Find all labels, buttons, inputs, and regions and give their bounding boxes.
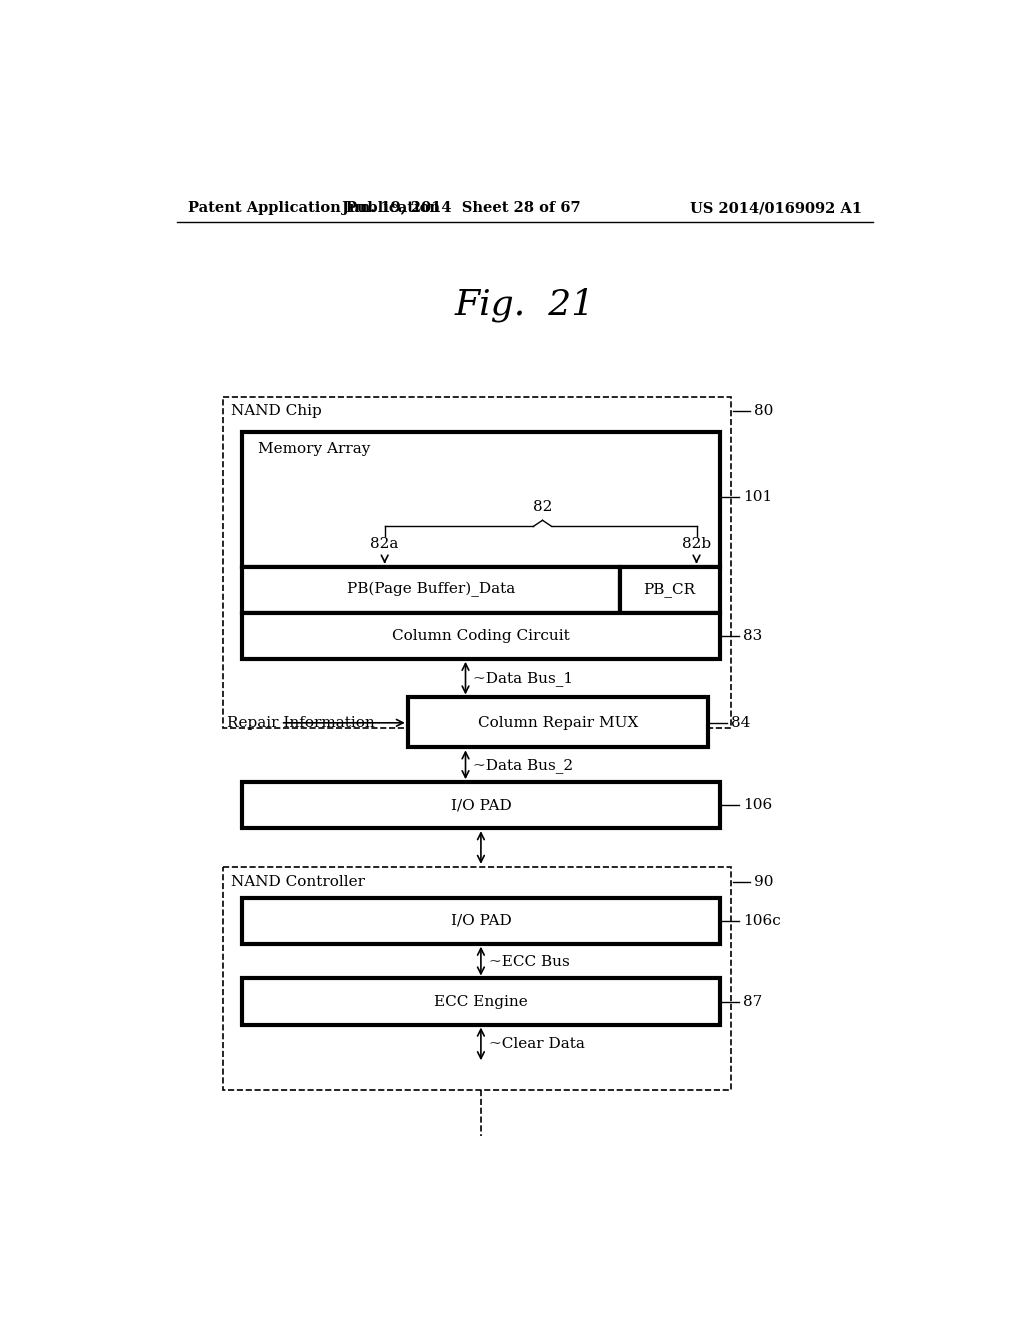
Text: PB(Page Buffer)_Data: PB(Page Buffer)_Data <box>347 582 515 597</box>
Bar <box>243 978 720 1024</box>
Bar <box>243 566 620 612</box>
Bar <box>243 898 720 944</box>
Text: 101: 101 <box>742 490 772 504</box>
Text: 82: 82 <box>532 500 552 515</box>
Bar <box>620 566 720 612</box>
Bar <box>408 697 708 747</box>
Text: ECC Engine: ECC Engine <box>434 994 527 1008</box>
Text: US 2014/0169092 A1: US 2014/0169092 A1 <box>690 202 862 215</box>
Text: Memory Array: Memory Array <box>258 442 370 457</box>
Text: 83: 83 <box>742 628 762 643</box>
Text: Column Coding Circuit: Column Coding Circuit <box>392 628 569 643</box>
Text: NAND Chip: NAND Chip <box>230 404 322 418</box>
Text: 84: 84 <box>731 715 751 730</box>
Text: Fig.  21: Fig. 21 <box>455 288 595 322</box>
Text: 106c: 106c <box>742 913 780 928</box>
Text: NAND Controller: NAND Controller <box>230 875 365 890</box>
Text: Patent Application Publication: Patent Application Publication <box>188 202 440 215</box>
Bar <box>243 432 720 566</box>
Bar <box>223 397 731 729</box>
Text: Jun. 19, 2014  Sheet 28 of 67: Jun. 19, 2014 Sheet 28 of 67 <box>342 202 581 215</box>
Text: I/O PAD: I/O PAD <box>451 799 511 812</box>
Text: 82b: 82b <box>682 537 711 552</box>
Bar <box>223 867 731 1090</box>
Bar <box>243 612 720 659</box>
Text: ~Data Bus_1: ~Data Bus_1 <box>473 671 573 685</box>
Text: ~Data Bus_2: ~Data Bus_2 <box>473 758 573 772</box>
Text: PB_CR: PB_CR <box>643 582 695 597</box>
Text: 82a: 82a <box>371 537 398 552</box>
Text: 90: 90 <box>755 875 774 890</box>
Text: ~ECC Bus: ~ECC Bus <box>488 954 569 969</box>
Text: Column Repair MUX: Column Repair MUX <box>478 715 638 730</box>
Bar <box>243 781 720 829</box>
Text: 87: 87 <box>742 994 762 1008</box>
Text: 80: 80 <box>755 404 774 418</box>
Text: 106: 106 <box>742 799 772 812</box>
Text: Repair Information: Repair Information <box>226 715 375 730</box>
Text: ~Clear Data: ~Clear Data <box>488 1038 585 1051</box>
Text: I/O PAD: I/O PAD <box>451 913 511 928</box>
